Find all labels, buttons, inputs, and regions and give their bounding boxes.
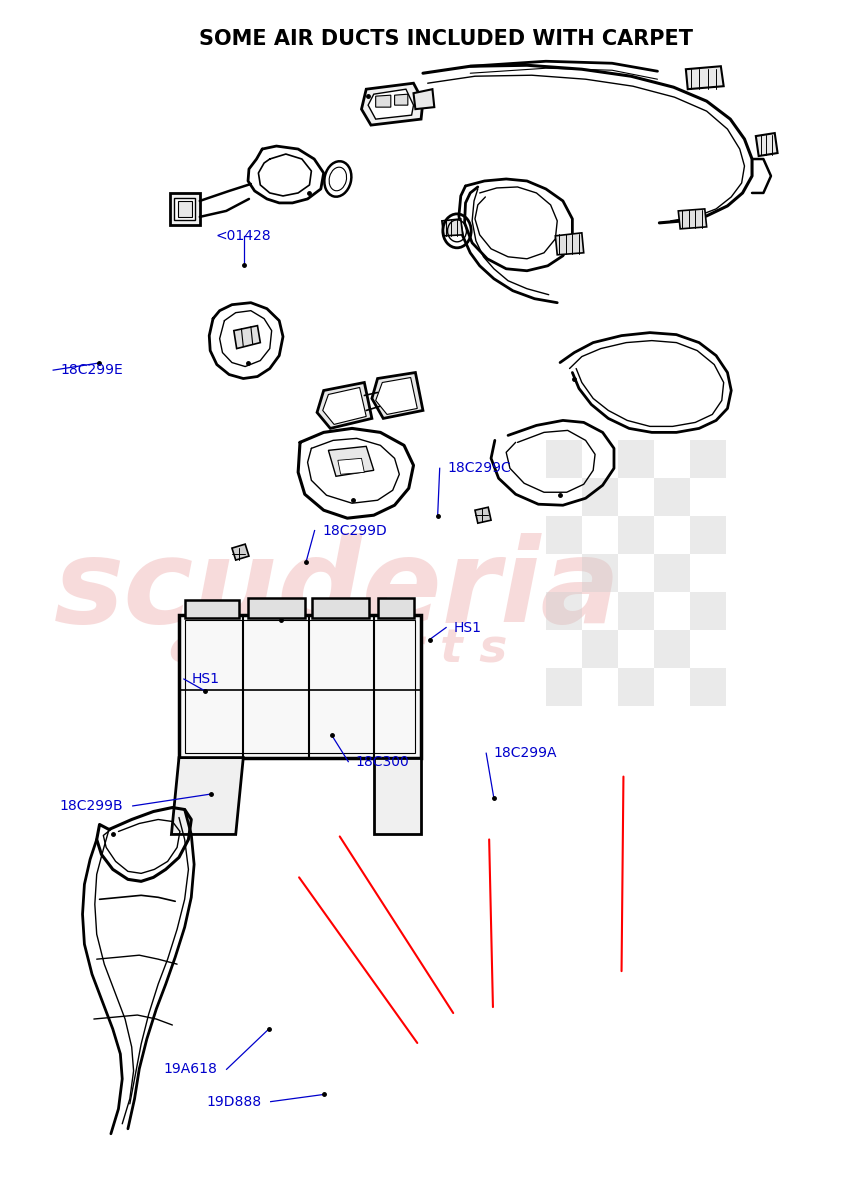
Bar	[546, 440, 582, 479]
Polygon shape	[234, 325, 260, 348]
Polygon shape	[185, 600, 238, 618]
Bar	[582, 554, 617, 592]
Polygon shape	[414, 89, 434, 109]
Polygon shape	[171, 757, 243, 834]
Bar	[617, 440, 654, 479]
Polygon shape	[376, 95, 391, 107]
Bar	[654, 479, 689, 516]
Bar	[617, 592, 654, 630]
Text: 18C299A: 18C299A	[494, 746, 557, 761]
Polygon shape	[374, 757, 421, 834]
Bar	[689, 440, 726, 479]
Text: SOME AIR DUCTS INCLUDED WITH CARPET: SOME AIR DUCTS INCLUDED WITH CARPET	[198, 29, 693, 49]
Text: 18C300: 18C300	[356, 755, 410, 769]
Polygon shape	[317, 383, 372, 428]
Bar	[689, 516, 726, 554]
Polygon shape	[372, 372, 423, 419]
Text: 18C299B: 18C299B	[59, 799, 123, 812]
Bar	[617, 516, 654, 554]
Polygon shape	[756, 133, 778, 156]
Bar	[689, 592, 726, 630]
Polygon shape	[368, 89, 414, 119]
Text: 18C299D: 18C299D	[322, 523, 387, 538]
Bar	[654, 630, 689, 668]
Text: <01428: <01428	[215, 229, 271, 244]
Polygon shape	[686, 66, 723, 89]
Text: 18C299E: 18C299E	[61, 364, 124, 377]
Polygon shape	[338, 458, 365, 474]
Polygon shape	[376, 378, 417, 414]
Polygon shape	[232, 544, 249, 560]
Text: c a r p a r t s: c a r p a r t s	[169, 628, 507, 672]
Bar	[617, 668, 654, 706]
Text: scuderia: scuderia	[54, 533, 622, 648]
Polygon shape	[170, 193, 200, 224]
Polygon shape	[678, 209, 706, 229]
Polygon shape	[555, 233, 583, 254]
Polygon shape	[312, 598, 369, 618]
Bar	[582, 479, 617, 516]
Polygon shape	[178, 200, 192, 217]
Bar	[546, 592, 582, 630]
Text: HS1: HS1	[454, 620, 482, 635]
Polygon shape	[174, 198, 195, 220]
Polygon shape	[248, 598, 304, 618]
Bar	[546, 516, 582, 554]
Polygon shape	[475, 508, 491, 523]
Bar	[582, 630, 617, 668]
Polygon shape	[323, 388, 366, 425]
Text: 19A618: 19A618	[163, 1062, 217, 1076]
Bar	[546, 668, 582, 706]
Bar	[689, 668, 726, 706]
Polygon shape	[328, 446, 374, 476]
Polygon shape	[394, 94, 408, 106]
Polygon shape	[377, 598, 414, 618]
Polygon shape	[442, 218, 463, 236]
Text: 19D888: 19D888	[206, 1094, 261, 1109]
Bar	[654, 554, 689, 592]
Text: HS1: HS1	[192, 672, 220, 686]
Polygon shape	[179, 614, 421, 757]
Polygon shape	[361, 83, 423, 125]
Text: 18C299C: 18C299C	[447, 461, 511, 475]
